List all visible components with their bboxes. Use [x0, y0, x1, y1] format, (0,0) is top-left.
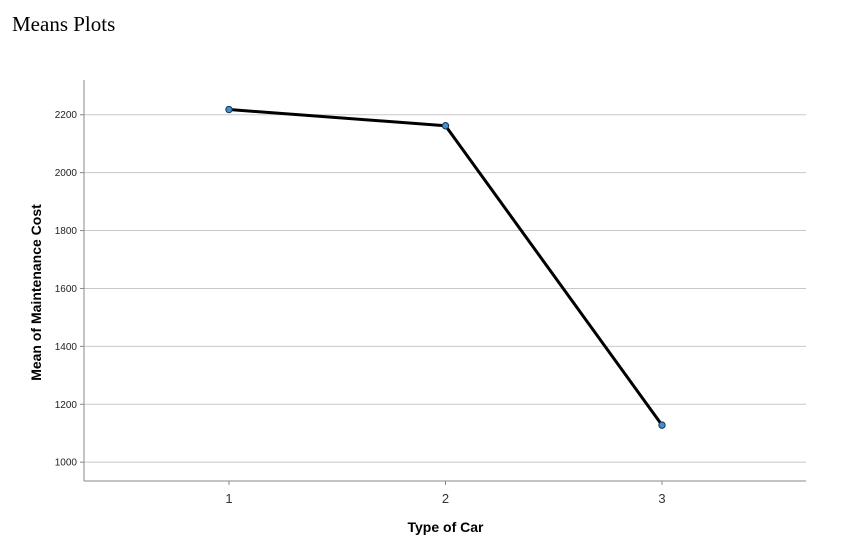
data-point-3 [658, 421, 666, 429]
y-tick-label-1000: 1000 [55, 458, 78, 469]
x-tick-label-1: 1 [225, 491, 232, 506]
x-tick-label-3: 3 [658, 491, 665, 506]
x-axis-label: Type of Car [408, 519, 485, 535]
data-point-2 [441, 122, 450, 130]
grid-lines [84, 114, 806, 463]
y-tick-label-1800: 1800 [55, 226, 78, 237]
y-tick-label-2000: 2000 [55, 168, 78, 179]
y-axis-label: Mean of Maintenance Cost [28, 204, 44, 381]
y-tick-labels: 1000 1200 1400 1600 1800 2000 2200 [55, 110, 84, 469]
x-tick-label-2: 2 [442, 491, 449, 506]
data-point-1 [225, 105, 233, 114]
x-tick-labels: 1 2 3 [225, 481, 666, 506]
page-heading: Means Plots [12, 12, 116, 36]
series-line-0 [228, 108, 664, 426]
y-tick-label-1400: 1400 [55, 342, 78, 353]
y-tick-label-2200: 2200 [55, 110, 78, 121]
y-tick-label-1600: 1600 [55, 284, 78, 295]
y-tick-label-1200: 1200 [55, 400, 78, 411]
series-group [225, 105, 666, 429]
